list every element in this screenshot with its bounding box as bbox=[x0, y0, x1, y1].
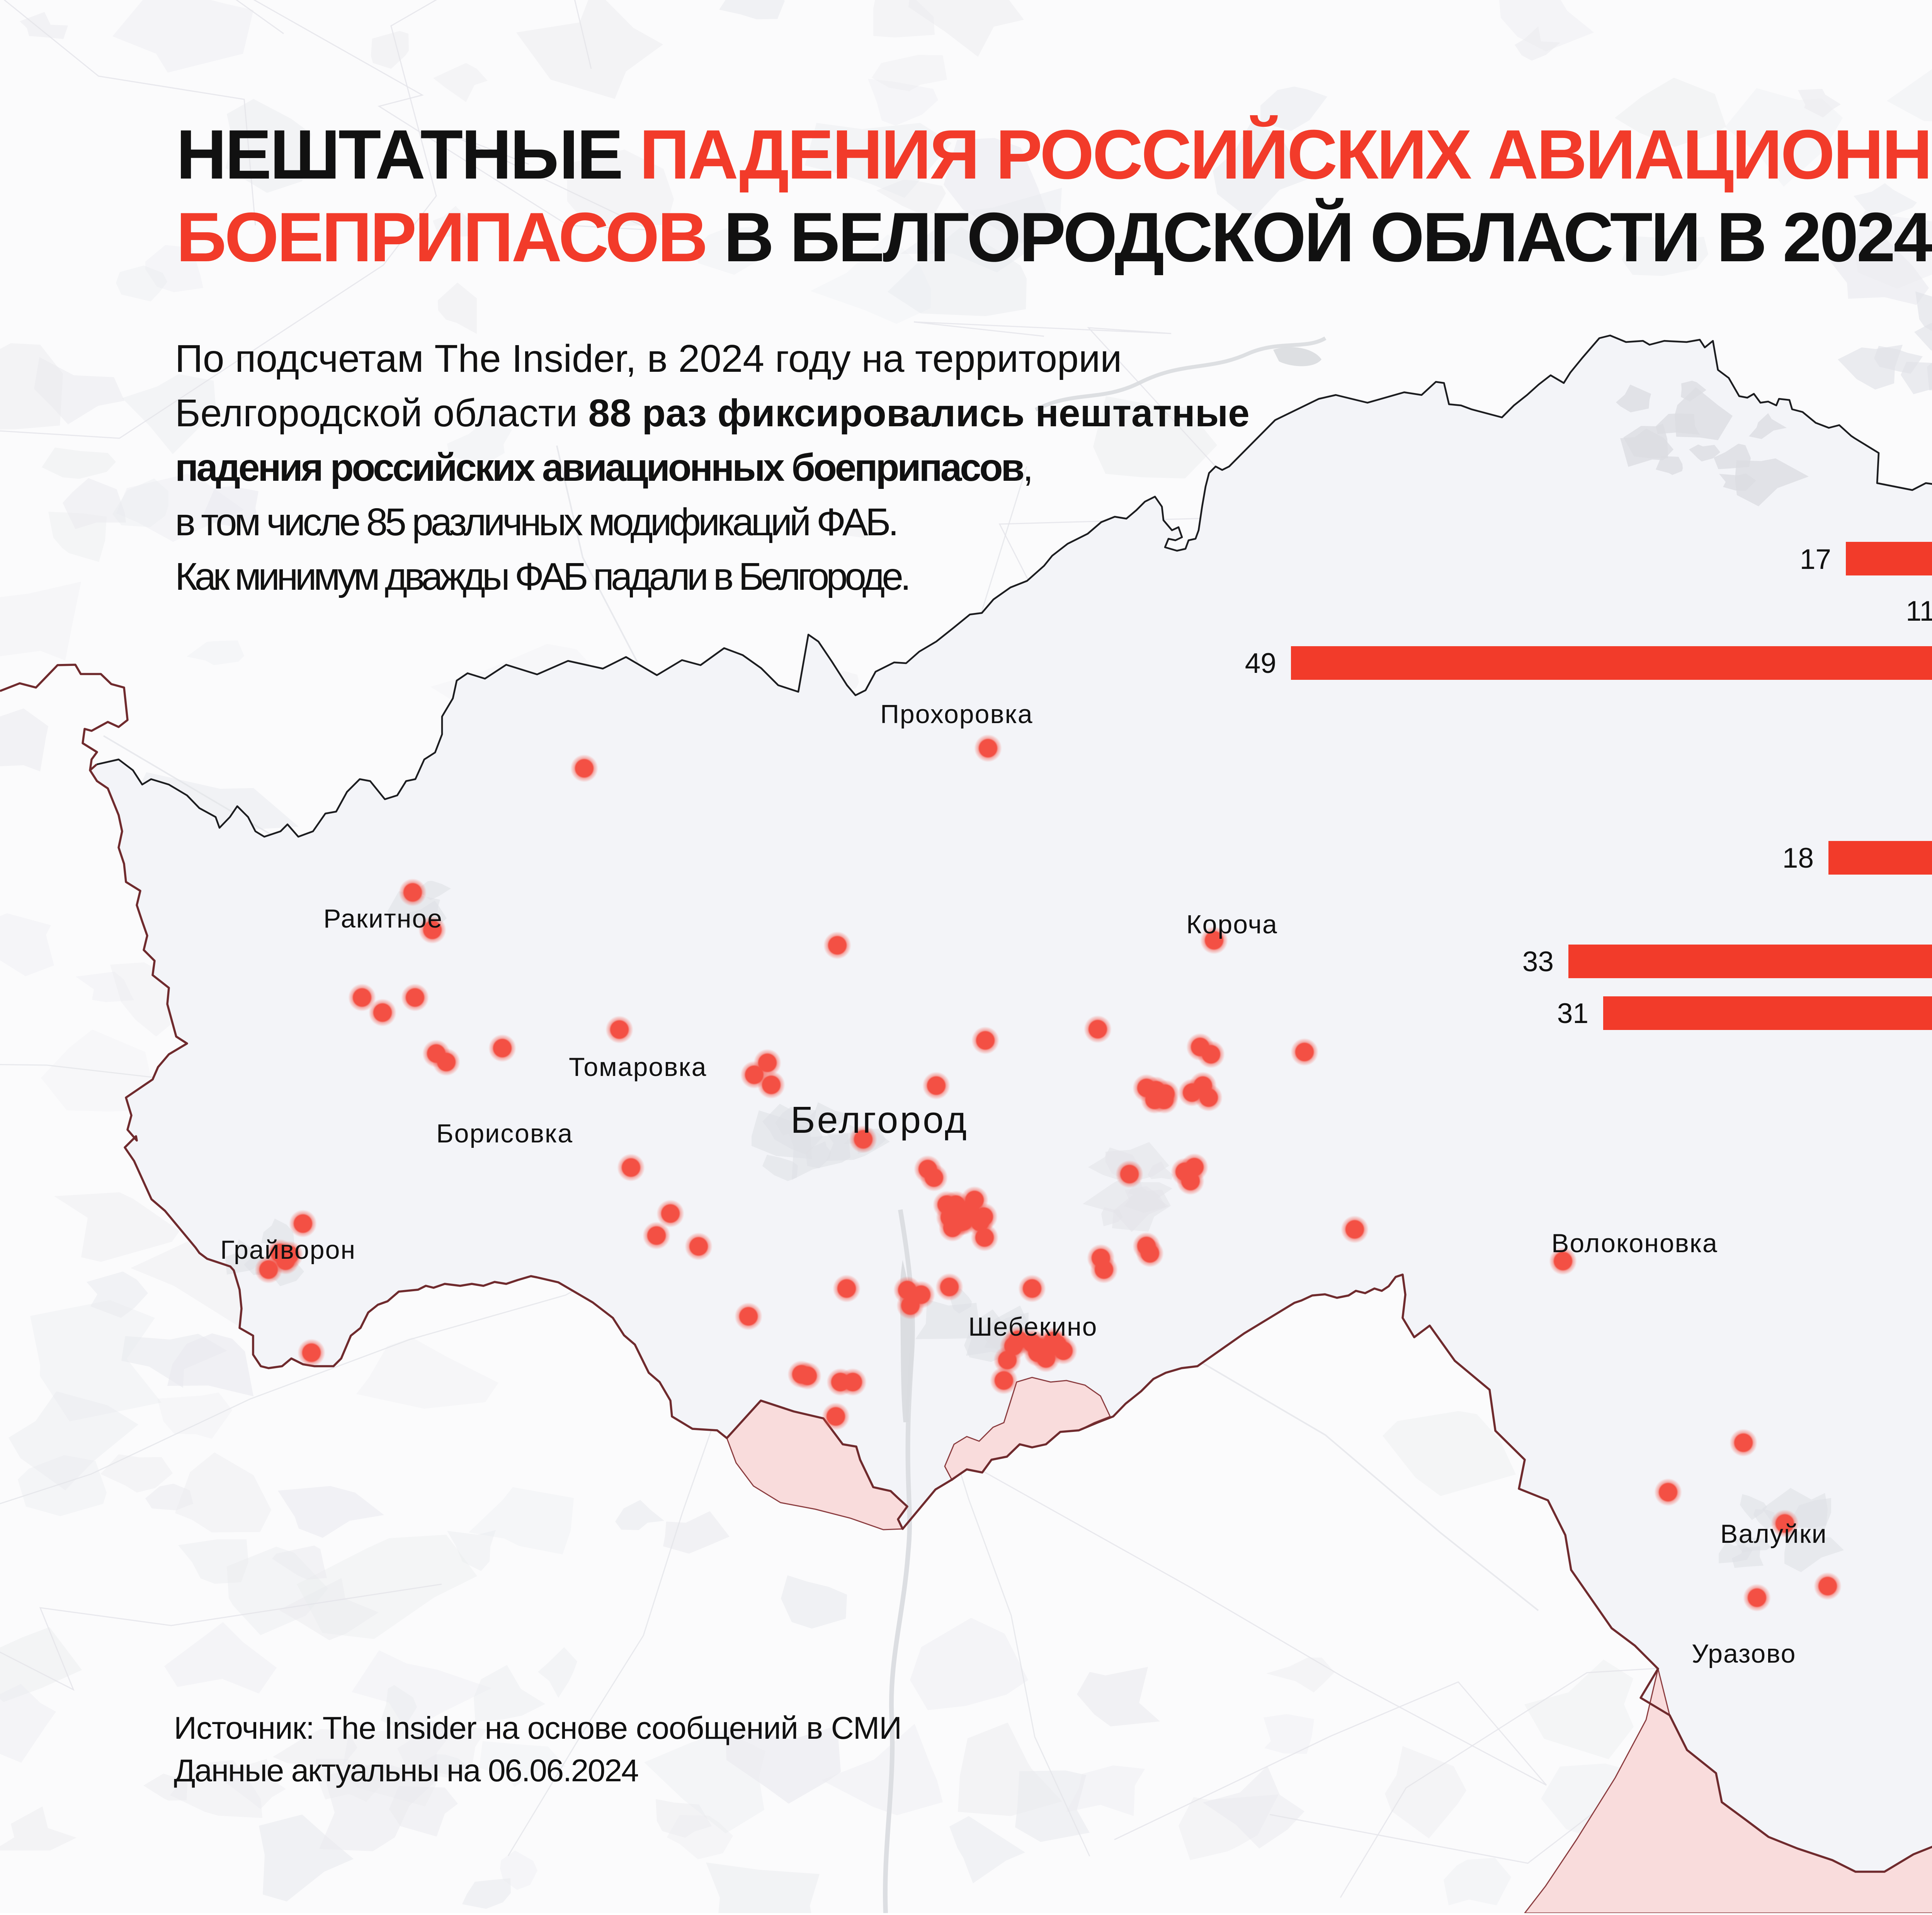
svg-text:Уразово: Уразово bbox=[1692, 1639, 1796, 1668]
svg-text:Шебекино: Шебекино bbox=[968, 1312, 1097, 1341]
svg-text:Волоконовка: Волоконовка bbox=[1551, 1229, 1718, 1258]
svg-text:49: 49 bbox=[1245, 648, 1276, 679]
svg-text:По подсчетам The Insider, в 20: По подсчетам The Insider, в 2024 году на… bbox=[175, 337, 1122, 380]
svg-text:11: 11 bbox=[1906, 596, 1932, 627]
svg-text:31: 31 bbox=[1557, 998, 1588, 1029]
svg-text:Белгородской области 88 раз фи: Белгородской области 88 раз фиксировалис… bbox=[175, 392, 1250, 435]
svg-text:падения российских авиационных: падения российских авиационных боеприпас… bbox=[175, 446, 1031, 489]
svg-text:Короча: Короча bbox=[1186, 910, 1278, 939]
svg-text:Валуйки: Валуйки bbox=[1720, 1519, 1827, 1549]
svg-text:Как минимум дважды ФАБ падали: Как минимум дважды ФАБ падали в Белгород… bbox=[175, 555, 908, 598]
svg-text:Источник: The Insider на основ: Источник: The Insider на основе сообщени… bbox=[174, 1711, 901, 1746]
svg-text:Грайворон: Грайворон bbox=[220, 1235, 356, 1265]
svg-text:БОЕПРИПАСОВ В БЕЛГОРОДСКОЙ ОБЛ: БОЕПРИПАСОВ В БЕЛГОРОДСКОЙ ОБЛАСТИ В 202… bbox=[176, 197, 1932, 276]
svg-text:НЕШТАТНЫЕ ПАДЕНИЯ РОССИЙСКИХ А: НЕШТАТНЫЕ ПАДЕНИЯ РОССИЙСКИХ АВИАЦИОННЫХ bbox=[176, 115, 1932, 194]
svg-text:Борисовка: Борисовка bbox=[436, 1119, 573, 1148]
svg-text:33: 33 bbox=[1522, 946, 1554, 977]
svg-text:17: 17 bbox=[1800, 544, 1831, 575]
svg-text:Данные актуальны на 06.06.2024: Данные актуальны на 06.06.2024 bbox=[174, 1753, 638, 1788]
svg-text:Ракитное: Ракитное bbox=[323, 904, 443, 933]
svg-text:Прохоровка: Прохоровка bbox=[880, 700, 1033, 729]
svg-text:Томаровка: Томаровка bbox=[569, 1052, 707, 1082]
svg-text:в том числе 85 различных модиф: в том числе 85 различных модификаций ФАБ… bbox=[175, 500, 896, 544]
svg-text:18: 18 bbox=[1782, 843, 1814, 874]
svg-text:Белгород: Белгород bbox=[791, 1099, 969, 1141]
